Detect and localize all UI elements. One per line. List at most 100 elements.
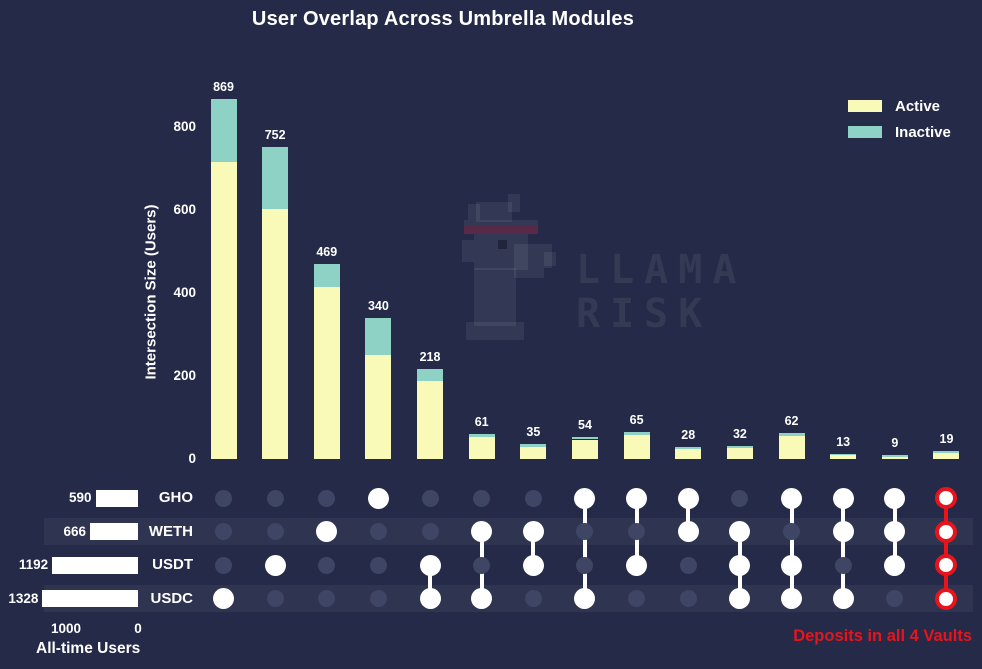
matrix-connector: [531, 531, 536, 565]
matrix-dot-active: [419, 588, 441, 609]
matrix-dot-active: [419, 554, 441, 576]
bar-value-label: 62: [784, 414, 799, 429]
bar-segment-inactive: [313, 264, 340, 288]
active-legend-label: Active: [895, 97, 941, 115]
matrix-dot-active: [884, 487, 906, 509]
matrix-dot-inactive: [266, 489, 284, 507]
set-row-label: WETH: [148, 522, 193, 540]
matrix-dot-inactive: [628, 590, 646, 607]
set-size-bar: [90, 523, 138, 540]
bar-value-label: 13: [836, 434, 851, 449]
matrix-dot-active: [729, 521, 751, 542]
bar-value-label: 869: [213, 79, 234, 94]
bar-segment-active: [623, 435, 650, 459]
matrix-dot-inactive: [421, 489, 439, 507]
matrix-dot-active: [471, 521, 493, 542]
bar-segment-active: [468, 437, 495, 459]
bar-segment-inactive: [933, 451, 960, 454]
matrix-dot-inactive: [576, 556, 594, 574]
set-row-label: GHO: [158, 489, 193, 506]
sets-axis-title: All-time Users: [36, 640, 141, 657]
matrix-dot-active: [367, 487, 389, 509]
y-tick-label: 0: [188, 451, 196, 466]
sets-axis-tick-1000: 1000: [50, 621, 82, 636]
legend-item-active[interactable]: Active: [848, 93, 951, 119]
matrix-dot-active: [884, 554, 906, 576]
bar-segment-active: [726, 447, 753, 459]
bar-segment-active: [675, 449, 702, 459]
matrix-dot-active: [626, 554, 648, 576]
matrix-dot-active: [935, 487, 958, 509]
matrix-dot-inactive: [524, 590, 542, 607]
matrix-dot-inactive: [318, 590, 336, 607]
bar-segment-active: [830, 455, 857, 459]
matrix-dot-inactive: [215, 523, 232, 540]
matrix-dot-active: [935, 554, 958, 576]
matrix-dot-inactive: [628, 523, 646, 540]
matrix-dot-inactive: [318, 489, 336, 507]
set-size-bar: [42, 590, 138, 607]
bar-segment-inactive: [623, 432, 650, 436]
matrix-dot-active: [677, 521, 699, 542]
inactive-legend-swatch: [848, 126, 882, 138]
matrix-dot-inactive: [576, 523, 594, 540]
bar-segment-inactive: [365, 317, 392, 355]
legend: Active Inactive: [848, 93, 951, 145]
set-size-bar: [95, 489, 138, 507]
bar-segment-active: [313, 287, 340, 459]
highlight-annotation: Deposits in all 4 Vaults: [793, 627, 972, 645]
matrix-dot-active: [574, 487, 596, 509]
matrix-dot-inactive: [834, 556, 852, 574]
matrix-dot-active: [213, 588, 234, 609]
matrix-dot-active: [832, 521, 854, 542]
bar-value-label: 35: [526, 425, 541, 440]
y-tick-label: 400: [173, 285, 196, 301]
bar-value-label: 9: [891, 436, 899, 451]
matrix-dot-active: [781, 554, 803, 576]
bar-segment-inactive: [417, 368, 444, 382]
bar-segment-inactive: [210, 98, 237, 162]
set-row-stripe: [44, 518, 973, 545]
matrix-dot-active: [522, 554, 544, 576]
page-title: User Overlap Across Umbrella Modules: [251, 8, 635, 30]
matrix-dot-inactive: [886, 590, 904, 607]
matrix-dot-inactive: [783, 523, 801, 540]
matrix-dot-active: [471, 588, 493, 609]
matrix-dot-active: [574, 588, 596, 609]
matrix-connector: [789, 498, 794, 599]
bar-segment-active: [778, 436, 805, 459]
bar-value-label: 61: [474, 414, 489, 429]
set-total-label: 590: [68, 490, 92, 505]
matrix-dot-inactive: [266, 590, 284, 607]
set-size-bar: [52, 556, 138, 574]
bar-segment-inactive: [520, 444, 547, 447]
matrix-connector: [841, 498, 846, 599]
legend-item-inactive[interactable]: Inactive: [848, 119, 951, 145]
llamarisk-watermark-logo: [456, 194, 566, 342]
watermark-text-line2: RISK: [576, 291, 713, 337]
bar-segment-inactive: [830, 453, 857, 456]
bar-segment-inactive: [262, 147, 289, 209]
matrix-dot-active: [264, 554, 286, 576]
matrix-dot-inactive: [473, 489, 491, 507]
matrix-dot-inactive: [731, 489, 749, 507]
matrix-dot-active: [729, 588, 751, 609]
bar-segment-active: [881, 457, 908, 459]
matrix-dot-active: [781, 487, 803, 509]
matrix-dot-inactive: [215, 489, 232, 507]
bar-value-label: 28: [681, 428, 696, 443]
bar-segment-inactive: [881, 455, 908, 458]
bar-segment-active: [210, 161, 237, 459]
matrix-dot-active: [316, 521, 338, 542]
matrix-dot-active: [677, 487, 699, 509]
bar-value-label: 340: [367, 298, 389, 313]
bar-value-label: 65: [629, 413, 644, 428]
matrix-dot-active: [729, 554, 751, 576]
matrix-dot-active: [832, 487, 854, 509]
matrix-dot-active: [781, 588, 803, 609]
matrix-dot-active: [935, 520, 958, 543]
matrix-dot-inactive: [318, 556, 336, 574]
set-row-label: USDT: [152, 556, 193, 573]
bar-segment-active: [571, 439, 598, 459]
